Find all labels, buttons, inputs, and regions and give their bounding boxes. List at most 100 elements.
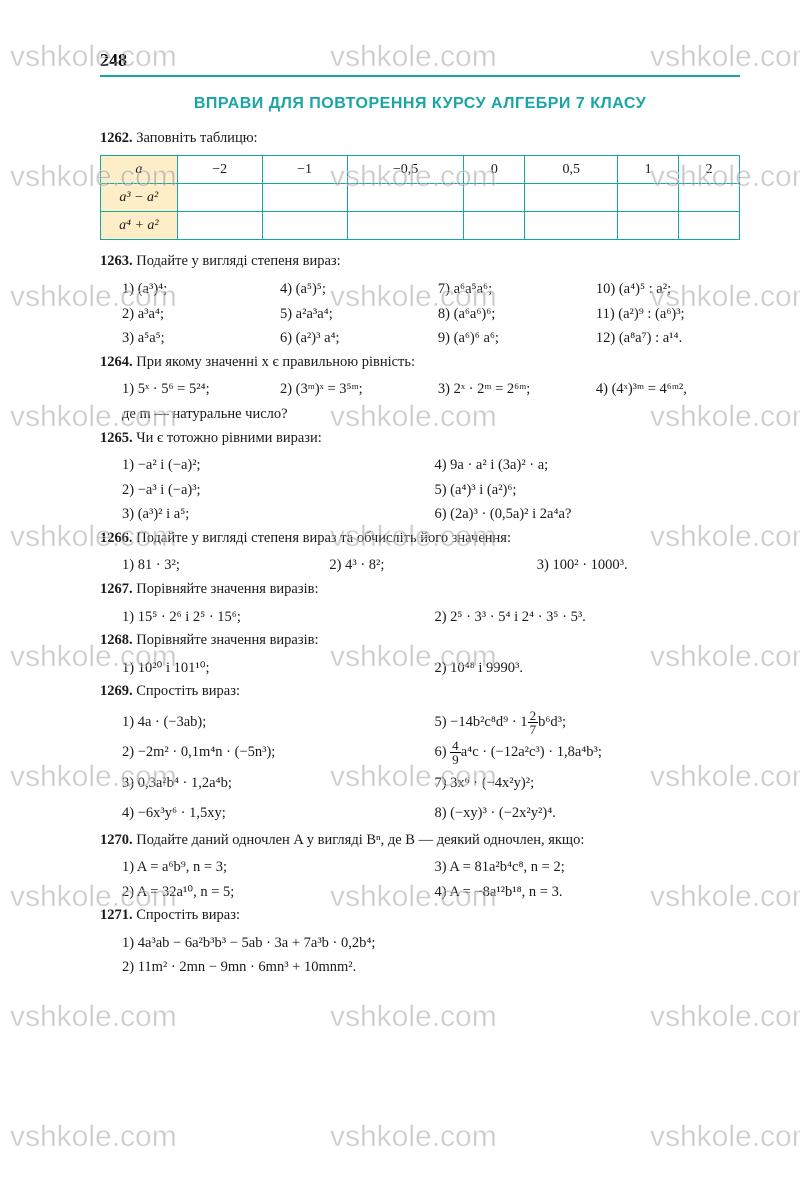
problem-1268-items: 1) 10²⁰ і 101¹⁰; 2) 10⁴⁸ і 9990³.	[100, 656, 740, 681]
problem-text: Подайте у вигляді степеня вираз та обчис…	[136, 530, 511, 546]
problem-number: 1266.	[100, 530, 133, 546]
list-item: 5) (a⁴)³ і (a²)⁶;	[434, 478, 724, 503]
problem-1264-items: 1) 5ˣ · 5⁶ = 5²⁴; 2) (3ᵐ)ˣ = 3⁵ᵐ; 3) 2ˣ …	[100, 377, 740, 402]
list-item: 1) 81 · 3²;	[122, 553, 307, 578]
section-heading: ВПРАВИ ДЛЯ ПОВТОРЕННЯ КУРСУ АЛГЕБРИ 7 КЛ…	[100, 95, 740, 113]
problem-1266: 1266. Подайте у вигляді степеня вираз та…	[100, 527, 740, 549]
list-item: 2) a³a⁴;	[122, 302, 258, 327]
problem-1263: 1263. Подайте у вигляді степеня вираз:	[100, 250, 740, 272]
list-item: 5) a²a³a⁴;	[280, 302, 416, 327]
problem-text: Порівняйте значення виразів:	[136, 632, 318, 648]
problem-1264-tail: де m — натуральне число?	[100, 402, 740, 427]
table-cell: 1	[618, 156, 679, 184]
list-item: 5) −14b²c⁸d⁹ · 127b⁶d³;	[434, 707, 724, 737]
problem-1266-items: 1) 81 · 3²; 2) 4³ · 8²; 3) 100² · 1000³.	[100, 553, 740, 578]
table-cell: −2	[177, 156, 262, 184]
divider	[100, 75, 740, 77]
problem-number: 1264.	[100, 354, 133, 370]
list-item: 4) 9a · a² і (3a)² · a;	[434, 453, 724, 478]
problem-1269-items: 1) 4a · (−3ab); 5) −14b²c⁸d⁹ · 127b⁶d³; …	[100, 707, 740, 829]
problem-1271: 1271. Спростіть вираз:	[100, 904, 740, 926]
list-item: 1) 10²⁰ і 101¹⁰;	[122, 656, 412, 681]
problem-1263-items: 1) (a³)⁴; 4) (a⁵)⁵; 7) a⁶a⁵a⁶; 10) (a⁴)⁵…	[100, 277, 740, 351]
problem-text: Спростіть вираз:	[136, 683, 240, 699]
problem-text: При якому значенні x є правильною рівніс…	[136, 354, 415, 370]
table-header-cell: a³ − a²	[101, 184, 178, 212]
problem-1265: 1265. Чи є тотожно рівними вирази:	[100, 427, 740, 449]
problem-text: Чи є тотожно рівними вирази:	[136, 430, 322, 446]
list-item: 6) 49a⁴c · (−12a²c³) · 1,8a⁴b³;	[434, 737, 724, 767]
list-item: 6) (2a)³ · (0,5a)² і 2a⁴a?	[434, 502, 724, 527]
table-cell: 0	[464, 156, 525, 184]
problem-number: 1267.	[100, 581, 133, 597]
table-row: a³ − a²	[101, 184, 740, 212]
list-item: 3) 100² · 1000³.	[537, 553, 722, 578]
problem-1264: 1264. При якому значенні x є правильною …	[100, 351, 740, 373]
list-item: 8) (−xy)³ · (−2x²y²)⁴.	[434, 798, 724, 828]
page-number: 248	[100, 50, 740, 71]
list-item: 1) A = a⁶b⁹, n = 3;	[122, 855, 412, 880]
list-item: 4) (a⁵)⁵;	[280, 277, 416, 302]
table-cell: −1	[262, 156, 347, 184]
textbook-page: 248 ВПРАВИ ДЛЯ ПОВТОРЕННЯ КУРСУ АЛГЕБРИ …	[0, 0, 800, 1200]
list-item: 2) A = 32a¹⁰, n = 5;	[122, 880, 412, 905]
table-cell: −0,5	[347, 156, 464, 184]
list-item: 1) 4a · (−3ab);	[122, 707, 412, 737]
list-item: 8) (a⁶a⁶)⁶;	[438, 302, 574, 327]
list-item: 2) −2m² · 0,1m⁴n · (−5n³);	[122, 737, 412, 767]
problem-number: 1269.	[100, 683, 133, 699]
problem-number: 1268.	[100, 632, 133, 648]
list-item: 1) (a³)⁴;	[122, 277, 258, 302]
list-item: 3) (a³)² і a⁵;	[122, 502, 412, 527]
list-item: 2) 10⁴⁸ і 9990³.	[434, 656, 724, 681]
problem-1267: 1267. Порівняйте значення виразів:	[100, 578, 740, 600]
list-item: 1) 15⁵ · 2⁶ і 2⁵ · 15⁶;	[122, 605, 412, 630]
list-item: 7) 3x⁶ · (−4x²y)²;	[434, 768, 724, 798]
list-item: 11) (a²)⁹ : (a⁶)³;	[596, 302, 732, 327]
problem-1270-items: 1) A = a⁶b⁹, n = 3; 3) A = 81a²b⁴c⁸, n =…	[100, 855, 740, 904]
list-item: 1) 5ˣ · 5⁶ = 5²⁴;	[122, 377, 258, 402]
list-item: 4) −6x³y⁶ · 1,5xy;	[122, 798, 412, 828]
problem-number: 1271.	[100, 907, 133, 923]
list-item: 12) (a⁸a⁷) : a¹⁴.	[596, 326, 732, 351]
list-item: 2) (3ᵐ)ˣ = 3⁵ᵐ;	[280, 377, 416, 402]
table-header-cell: a	[101, 156, 178, 184]
problem-1269: 1269. Спростіть вираз:	[100, 680, 740, 702]
table-row: a⁴ + a²	[101, 212, 740, 240]
problem-1267-items: 1) 15⁵ · 2⁶ і 2⁵ · 15⁶; 2) 2⁵ · 3³ · 5⁴ …	[100, 605, 740, 630]
list-item: 2) 2⁵ · 3³ · 5⁴ і 2⁴ · 3⁵ · 5³.	[434, 605, 724, 630]
list-item: 2) 4³ · 8²;	[329, 553, 514, 578]
problem-number: 1262.	[100, 130, 133, 146]
problem-1271-items: 1) 4a³ab − 6a²b³b³ − 5ab · 3a + 7a³b · 0…	[100, 931, 740, 980]
problem-text: Подайте у вигляді степеня вираз:	[136, 253, 340, 269]
list-item: 1) 4a³ab − 6a²b³b³ − 5ab · 3a + 7a³b · 0…	[122, 931, 740, 956]
problem-1262-table: a −2 −1 −0,5 0 0,5 1 2 a³ − a² a⁴ + a²	[100, 155, 740, 240]
list-item: 10) (a⁴)⁵ : a²;	[596, 277, 732, 302]
list-item: 3) 0,3a²b⁴ · 1,2a⁴b;	[122, 768, 412, 798]
list-item: 3) a⁵a⁵;	[122, 326, 258, 351]
list-item: 1) −a² і (−a)²;	[122, 453, 412, 478]
problem-1265-items: 1) −a² і (−a)²; 4) 9a · a² і (3a)² · a; …	[100, 453, 740, 527]
problem-number: 1263.	[100, 253, 133, 269]
problem-1262: 1262. Заповніть таблицю:	[100, 127, 740, 149]
problem-1270: 1270. Подайте даний одночлен A у вигляді…	[100, 829, 740, 851]
list-item: 7) a⁶a⁵a⁶;	[438, 277, 574, 302]
problem-text: Спростіть вираз:	[136, 907, 240, 923]
list-item: 6) (a²)³ a⁴;	[280, 326, 416, 351]
problem-text: Порівняйте значення виразів:	[136, 581, 318, 597]
table-cell: 2	[679, 156, 740, 184]
table-cell: 0,5	[525, 156, 618, 184]
list-item: 3) A = 81a²b⁴c⁸, n = 2;	[434, 855, 724, 880]
problem-1268: 1268. Порівняйте значення виразів:	[100, 629, 740, 651]
problem-number: 1265.	[100, 430, 133, 446]
table-row: a −2 −1 −0,5 0 0,5 1 2	[101, 156, 740, 184]
list-item: 2) 11m² · 2mn − 9mn · 6mn³ + 10mnm².	[122, 955, 740, 980]
problem-number: 1270.	[100, 832, 133, 848]
list-item: 2) −a³ і (−a)³;	[122, 478, 412, 503]
list-item: 3) 2ˣ · 2ᵐ = 2⁶ᵐ;	[438, 377, 574, 402]
table-header-cell: a⁴ + a²	[101, 212, 178, 240]
problem-text: Подайте даний одночлен A у вигляді Bⁿ, д…	[136, 832, 584, 848]
list-item: 9) (a⁶)⁶ a⁶;	[438, 326, 574, 351]
problem-text: Заповніть таблицю:	[136, 130, 257, 146]
list-item: 4) (4ˣ)³ᵐ = 4⁶ᵐ²,	[596, 377, 732, 402]
